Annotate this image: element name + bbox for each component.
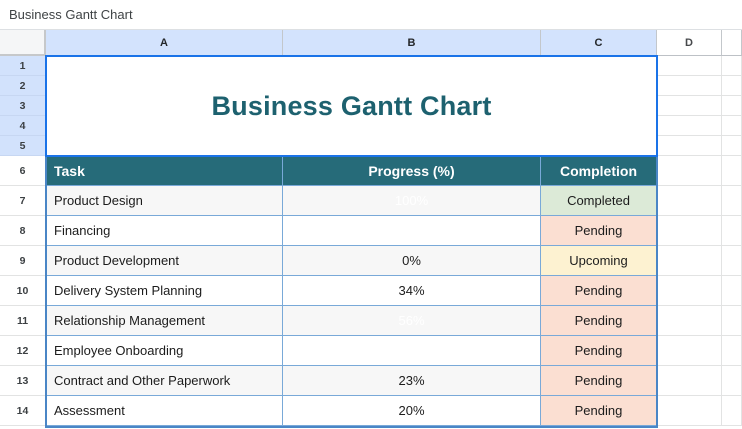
cell-d12[interactable] [657,336,722,366]
cell-e2[interactable] [722,76,742,96]
cell-d5[interactable] [657,136,722,156]
cell-a8[interactable]: Financing [46,216,283,246]
cell-b6-progress-header[interactable]: Progress (%) [283,156,541,186]
spreadsheet: A B C D 1 2 3 4 5 6 7 8 9 10 11 12 13 14… [0,30,742,429]
file-title: Business Gantt Chart [9,7,133,22]
cell-d2[interactable] [657,76,722,96]
cell-e3[interactable] [722,96,742,116]
cell-e11[interactable] [722,306,742,336]
cell-e8[interactable] [722,216,742,246]
cell-e14[interactable] [722,396,742,426]
cell-b8[interactable] [283,216,541,246]
row-header-9[interactable]: 9 [0,246,46,276]
row-header-7[interactable]: 7 [0,186,46,216]
row-header-2[interactable]: 2 [0,76,46,96]
cell-d4[interactable] [657,116,722,136]
cell-b7[interactable]: 100% [283,186,541,216]
cell-d11[interactable] [657,306,722,336]
column-header-c[interactable]: C [541,30,657,56]
row-header-10[interactable]: 10 [0,276,46,306]
cell-a12[interactable]: Employee Onboarding [46,336,283,366]
column-header-d[interactable]: D [657,30,722,56]
cell-c9-status[interactable]: Upcoming [541,246,657,276]
cell-c13-status[interactable]: Pending [541,366,657,396]
cell-b12[interactable] [283,336,541,366]
cell-e1[interactable] [722,56,742,76]
cell-b11[interactable]: 56% [283,306,541,336]
cell-a14[interactable]: Assessment [46,396,283,426]
column-header-b[interactable]: B [283,30,541,56]
cell-e13[interactable] [722,366,742,396]
cell-d7[interactable] [657,186,722,216]
cell-e7[interactable] [722,186,742,216]
cell-a9[interactable]: Product Development [46,246,283,276]
merged-title-cell[interactable]: Business Gantt Chart [46,56,657,156]
cell-e5[interactable] [722,136,742,156]
cell-d10[interactable] [657,276,722,306]
cell-c6-completion-header[interactable]: Completion [541,156,657,186]
file-title-bar: Business Gantt Chart [0,0,742,30]
cell-c12-status[interactable]: Pending [541,336,657,366]
row-header-8[interactable]: 8 [0,216,46,246]
row-header-14[interactable]: 14 [0,396,46,426]
cell-e10[interactable] [722,276,742,306]
cell-d14[interactable] [657,396,722,426]
cell-c8-status[interactable]: Pending [541,216,657,246]
cell-a10[interactable]: Delivery System Planning [46,276,283,306]
cell-e6[interactable] [722,156,742,186]
cell-d6[interactable] [657,156,722,186]
cell-b10[interactable]: 34% [283,276,541,306]
cell-d1[interactable] [657,56,722,76]
cell-c10-status[interactable]: Pending [541,276,657,306]
row-header-12[interactable]: 12 [0,336,46,366]
cell-d3[interactable] [657,96,722,116]
cell-d8[interactable] [657,216,722,246]
cell-e9[interactable] [722,246,742,276]
sheet-grid: A B C D 1 2 3 4 5 6 7 8 9 10 11 12 13 14… [0,30,742,429]
row-header-3[interactable]: 3 [0,96,46,116]
row-header-4[interactable]: 4 [0,116,46,136]
cell-e12[interactable] [722,336,742,366]
row-header-13[interactable]: 13 [0,366,46,396]
cell-d9[interactable] [657,246,722,276]
cell-c7-status[interactable]: Completed [541,186,657,216]
select-all-corner[interactable] [0,30,46,56]
cell-c14-status[interactable]: Pending [541,396,657,426]
cell-c11-status[interactable]: Pending [541,306,657,336]
cell-a7[interactable]: Product Design [46,186,283,216]
cell-d13[interactable] [657,366,722,396]
cell-b13[interactable]: 23% [283,366,541,396]
row-header-1[interactable]: 1 [0,56,46,76]
cell-a6-task-header[interactable]: Task [46,156,283,186]
row-header-11[interactable]: 11 [0,306,46,336]
column-header-a[interactable]: A [46,30,283,56]
cell-b9[interactable]: 0% [283,246,541,276]
cell-a13[interactable]: Contract and Other Paperwork [46,366,283,396]
column-header-e[interactable] [722,30,742,56]
cell-a11[interactable]: Relationship Management [46,306,283,336]
cell-e4[interactable] [722,116,742,136]
row-header-6[interactable]: 6 [0,156,46,186]
cell-b14[interactable]: 20% [283,396,541,426]
row-header-5[interactable]: 5 [0,136,46,156]
